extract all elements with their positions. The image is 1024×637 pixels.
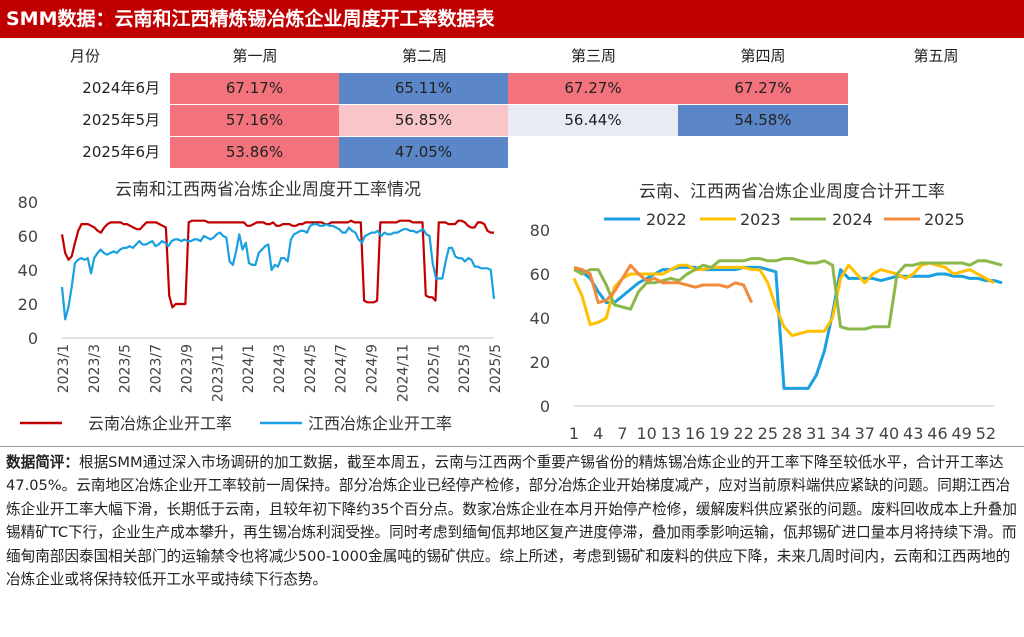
x-tick-label: 34 [830, 424, 850, 443]
x-tick-label: 43 [903, 424, 923, 443]
x-tick-label: 37 [855, 424, 875, 443]
chart-combined-by-year-svg: 云南、江西两省冶炼企业周度合计开工率 2022 2023 2024 2025 0 20 40 6… [530, 182, 1003, 443]
chart-combined-by-year: 云南、江西两省冶炼企业周度合计开工率 2022 2023 2024 2025 0 20 40 6… [512, 172, 1024, 444]
y-tick-label: 80 [18, 193, 38, 212]
series-line-2025 [573, 263, 754, 305]
x-tick-label: 52 [976, 424, 996, 443]
x-tick-label: 2025/1 [426, 344, 442, 393]
x-tick-label: 2025/5 [488, 344, 504, 393]
x-tick-label: 2023/11 [210, 344, 226, 402]
table-row-label: 2025年5月 [82, 111, 160, 129]
table-col-header: 第五周 [913, 47, 959, 65]
table-cell: 57.16% [170, 105, 339, 136]
x-tick-label: 2025/3 [457, 344, 473, 393]
y-tick-label: 60 [530, 265, 550, 284]
legend-label: 2024 [832, 210, 873, 229]
x-tick-label: 2024/5 [303, 344, 319, 393]
x-tick-label: 2024/1 [241, 344, 257, 393]
commentary: 数据简评：根据SMM通过深入市场调研的加工数据，截至本周五，云南与江西两个重要产… [0, 446, 1024, 637]
x-tick-label: 2024/3 [272, 344, 288, 393]
y-tick-label: 20 [18, 295, 38, 314]
y-tick-label: 20 [530, 353, 550, 372]
x-tick-label: 13 [661, 424, 681, 443]
legend-label: 2022 [646, 210, 687, 229]
table-col-header: 第四周 [740, 47, 786, 65]
page-header: SMM数据：云南和江西精炼锡冶炼企业周度开工率数据表 [0, 0, 1024, 38]
table-col-header: 第二周 [401, 47, 447, 65]
legend-label: 2023 [740, 210, 781, 229]
y-tick-label: 60 [18, 227, 38, 246]
table-cell: 54.58% [678, 105, 848, 136]
series-line-0 [60, 219, 494, 309]
chart-yunnan-jiangxi-weekly-svg: 云南和江西两省冶炼企业周度开工率情况 0 20 40 60 80 2023/1 2023/3 2… [18, 180, 504, 433]
table-cell: 67.27% [508, 73, 678, 104]
series-line-1 [60, 222, 496, 321]
table-cell: 47.05% [339, 137, 508, 168]
series-line-2024 [573, 257, 1003, 331]
table-cell: 56.85% [339, 105, 508, 136]
x-tick-label: 7 [617, 424, 627, 443]
chart-title: 云南、江西两省冶炼企业周度合计开工率 [639, 182, 945, 202]
x-tick-label: 40 [879, 424, 899, 443]
x-tick-label: 2023/5 [118, 344, 134, 393]
table-corner-label: 月份 [69, 47, 100, 65]
x-tick-label: 2023/1 [56, 344, 72, 393]
y-tick-label: 0 [540, 397, 550, 416]
legend-label: 2025 [924, 210, 965, 229]
commentary-label: 数据简评： [6, 454, 79, 471]
x-tick-label: 28 [782, 424, 802, 443]
y-tick-label: 40 [18, 261, 38, 280]
x-tick-label: 2024/9 [365, 344, 381, 393]
y-tick-label: 40 [530, 309, 550, 328]
table-cell: 67.17% [170, 73, 339, 104]
x-tick-label: 16 [685, 424, 705, 443]
table-cell: 56.44% [508, 105, 678, 136]
legend-label: 江西冶炼企业开工率 [308, 414, 452, 433]
x-tick-label: 1 [569, 424, 579, 443]
chart-title: 云南和江西两省冶炼企业周度开工率情况 [115, 180, 421, 200]
x-tick-label: 22 [733, 424, 753, 443]
x-tick-label: 2023/9 [179, 344, 195, 393]
series-line-2022 [573, 265, 1003, 390]
x-tick-label: 19 [709, 424, 729, 443]
table-row-label: 2025年6月 [82, 143, 160, 161]
y-tick-label: 0 [28, 329, 38, 348]
x-tick-label: 46 [927, 424, 947, 443]
x-tick-label: 2024/7 [334, 344, 350, 393]
table-row-label: 2024年6月 [82, 79, 160, 97]
table-col-header: 第一周 [232, 47, 278, 65]
legend-label: 云南冶炼企业开工率 [88, 414, 232, 433]
x-tick-label: 2023/7 [149, 344, 165, 393]
table-cell [508, 137, 678, 168]
x-tick-label: 31 [806, 424, 826, 443]
x-tick-label: 4 [593, 424, 603, 443]
page-title: SMM数据：云南和江西精炼锡冶炼企业周度开工率数据表 [6, 8, 495, 30]
table-col-header: 第三周 [570, 47, 616, 65]
chart-yunnan-jiangxi-weekly: 云南和江西两省冶炼企业周度开工率情况 0 20 40 60 80 2023/1 2023/3 2… [0, 172, 510, 444]
table-cell [678, 137, 848, 168]
x-tick-label: 49 [952, 424, 972, 443]
table-cell [848, 137, 1024, 168]
commentary-text: 根据SMM通过深入市场调研的加工数据，截至本周五，云南与江西两个重要产锡省份的精… [6, 454, 1017, 589]
x-tick-label: 2023/3 [87, 344, 103, 393]
table-cell [848, 73, 1024, 104]
table-cell: 65.11% [339, 73, 508, 104]
x-tick-label: 10 [637, 424, 657, 443]
x-tick-label: 2024/11 [395, 344, 411, 402]
table-cell: 67.27% [678, 73, 848, 104]
x-tick-label: 25 [758, 424, 778, 443]
y-tick-label: 80 [530, 221, 550, 240]
table-cell [848, 105, 1024, 136]
table-cell: 53.86% [170, 137, 339, 168]
